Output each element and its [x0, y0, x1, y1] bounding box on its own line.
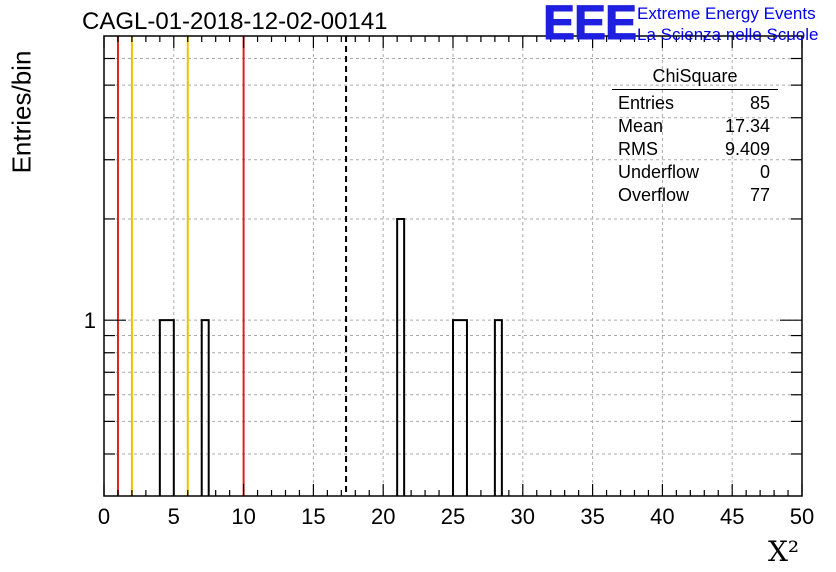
histogram-bin — [396, 217, 406, 496]
stats-label: RMS — [618, 139, 658, 159]
y-tick-label: 1 — [84, 308, 96, 333]
stats-row: Underflow 0 — [612, 161, 778, 184]
stats-value: 0 — [759, 162, 770, 182]
y-axis-label: Entries/bin — [6, 50, 37, 174]
x-tick-label: 50 — [790, 504, 814, 529]
stats-value: 85 — [749, 93, 770, 113]
stats-title: ChiSquare — [612, 66, 778, 90]
x-tick-label: 0 — [98, 504, 110, 529]
stats-value: 77 — [749, 185, 770, 205]
histogram-bin — [493, 319, 503, 496]
stats-value: 17.34 — [724, 116, 770, 136]
logo-line-2: La Scienza nelle Scuole — [637, 25, 819, 44]
stats-label: Underflow — [618, 162, 700, 182]
stats-row: RMS 9.409 — [612, 138, 778, 161]
x-tick-label: 45 — [720, 504, 744, 529]
stats-box: ChiSquare Entries 85 Mean 17.34 RMS 9.409 U… — [612, 66, 778, 207]
x-tick-label: 20 — [371, 504, 395, 529]
histogram-bin — [200, 319, 210, 496]
stats-label: Entries — [618, 93, 675, 113]
x-tick-label: 15 — [301, 504, 325, 529]
x-tick-label: 30 — [511, 504, 535, 529]
x-tick-label: 10 — [231, 504, 255, 529]
run-title: CAGL-01-2018-12-02-00141 — [82, 8, 388, 35]
tick-labels: 0 5 10 15 20 25 30 35 40 45 50 1 — [84, 308, 814, 529]
x-axis-label: X² — [768, 535, 800, 568]
histogram-bin — [452, 319, 468, 496]
histogram-bin — [158, 319, 175, 496]
stats-label: Overflow — [618, 185, 690, 205]
histogram-bars — [158, 217, 503, 496]
x-tick-label: 35 — [580, 504, 604, 529]
x-tick-label: 25 — [441, 504, 465, 529]
axis-ticks — [103, 36, 803, 496]
logo-line-1: Extreme Energy Events — [637, 4, 816, 23]
reference-lines — [116, 36, 348, 496]
stats-row: Entries 85 — [612, 92, 778, 115]
x-tick-label: 5 — [168, 504, 180, 529]
x-tick-label: 40 — [650, 504, 674, 529]
stats-value: 9.409 — [724, 139, 770, 159]
stats-label: Mean — [618, 116, 664, 136]
stats-row: Overflow 77 — [612, 184, 778, 207]
stats-row: Mean 17.34 — [612, 115, 778, 138]
eee-logo: EEE — [542, 0, 637, 50]
